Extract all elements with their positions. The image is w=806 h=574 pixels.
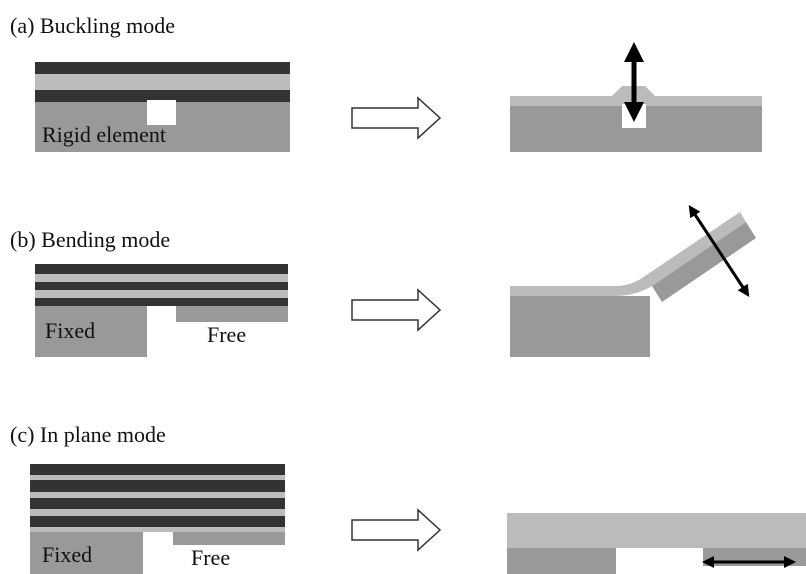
free-block bbox=[173, 532, 285, 545]
panel-title: (c) In plane mode bbox=[10, 422, 166, 447]
arrow bbox=[351, 96, 442, 140]
layer-dark bbox=[30, 480, 285, 492]
layer-light bbox=[30, 509, 285, 516]
layer-dark bbox=[30, 498, 285, 509]
layer-light bbox=[35, 74, 290, 90]
panel-title: (b) Bending mode bbox=[10, 227, 170, 252]
layer-dark bbox=[30, 464, 285, 475]
layer-light bbox=[35, 274, 288, 282]
layer-dark bbox=[35, 264, 288, 274]
label: Free bbox=[191, 545, 230, 570]
fixed-block bbox=[30, 532, 143, 574]
label: Rigid element bbox=[42, 122, 166, 147]
panel-c: (c) In plane mode Fixed Free bbox=[10, 422, 806, 574]
layer-light bbox=[30, 492, 285, 498]
panel-title: (a) Buckling mode bbox=[10, 13, 175, 38]
free-block bbox=[176, 306, 288, 322]
fixed-block bbox=[510, 296, 650, 357]
panel-a: (a) Buckling mode Rigid element bbox=[10, 13, 762, 152]
hole bbox=[147, 100, 176, 125]
layer-light bbox=[35, 290, 288, 298]
label: Free bbox=[207, 322, 246, 347]
fixed-block bbox=[35, 306, 147, 357]
layer-dark bbox=[35, 62, 290, 74]
arrow bbox=[351, 508, 442, 552]
panel-b: (b) Bending mode Fixed Free bbox=[10, 204, 756, 357]
label: Fixed bbox=[42, 542, 92, 567]
double-arrow bbox=[688, 204, 750, 298]
layer-dark bbox=[30, 516, 285, 527]
layer-dark bbox=[35, 90, 290, 102]
layer-dark bbox=[35, 282, 288, 290]
layer-dark bbox=[35, 298, 288, 306]
arrow bbox=[351, 288, 442, 332]
fixed-block bbox=[507, 548, 616, 574]
layer-light bbox=[30, 527, 285, 532]
layer-light bbox=[507, 513, 806, 548]
label: Fixed bbox=[45, 318, 95, 343]
layer-light bbox=[30, 475, 285, 480]
